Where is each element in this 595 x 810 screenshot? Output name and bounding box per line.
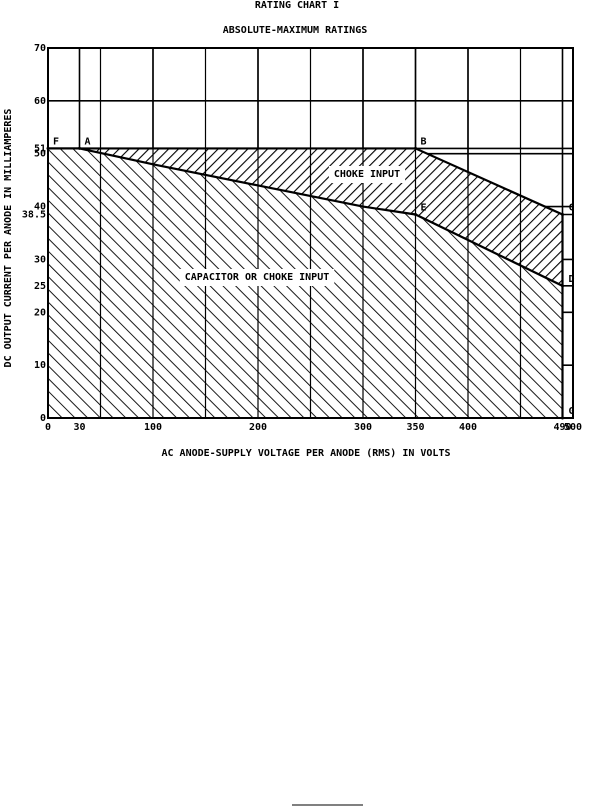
point-label: C [569, 203, 575, 214]
y-tick-label: 70 [34, 43, 46, 54]
point-label: F [53, 136, 59, 147]
x-tick-label: 200 [249, 422, 267, 433]
x-axis-label: AC ANODE-SUPPLY VOLTAGE PER ANODE (RMS) … [162, 448, 451, 459]
y-tick-label: 38.5 [22, 210, 46, 221]
x-tick-label: 490 [553, 422, 571, 433]
x-tick-label: 100 [144, 422, 162, 433]
point-label: B [421, 136, 427, 147]
y-tick-label: 20 [34, 307, 46, 318]
y-tick-label: 25 [34, 281, 46, 292]
point-marker [414, 213, 417, 216]
x-tick-label: 500 [564, 422, 582, 433]
y-axis-label: DC OUTPUT CURRENT PER ANODE IN MILLIAMPE… [3, 109, 14, 368]
chart-subtitle: ABSOLUTE-MAXIMUM RATINGS [223, 25, 368, 36]
y-tick-label: 40 [34, 202, 46, 213]
y-tick-label: 51 [34, 143, 46, 154]
y-tick-label: 10 [34, 360, 46, 371]
point-marker [561, 213, 564, 216]
region-label: CHOKE INPUT [334, 169, 400, 180]
point-label: A [85, 136, 91, 147]
x-tick-label: 350 [406, 422, 424, 433]
point-marker [561, 284, 564, 288]
point-marker [46, 146, 50, 150]
region-label-bg [328, 166, 406, 183]
point-marker [414, 146, 417, 150]
area-boundary [48, 147, 564, 286]
region-label-bg [179, 269, 335, 286]
point-label: D [569, 274, 575, 285]
x-tick-label: 30 [73, 422, 85, 433]
y-tick-label: 0 [40, 413, 46, 424]
region-label: CAPACITOR OR CHOKE INPUT [185, 272, 330, 283]
x-tick-label: 400 [459, 422, 477, 433]
point-label: E [421, 203, 427, 214]
plot-frame [47, 47, 574, 419]
y-tick-label: 60 [34, 96, 46, 107]
y-tick-label: 30 [34, 254, 46, 265]
y-tick-label: 50 [34, 149, 46, 160]
x-tick-label: 0 [45, 422, 51, 433]
point-label: G [569, 406, 575, 417]
chart-title: RATING CHART I [255, 0, 339, 11]
x-tick-label: 300 [354, 422, 372, 433]
point-marker [78, 146, 81, 150]
point-marker [561, 416, 564, 420]
